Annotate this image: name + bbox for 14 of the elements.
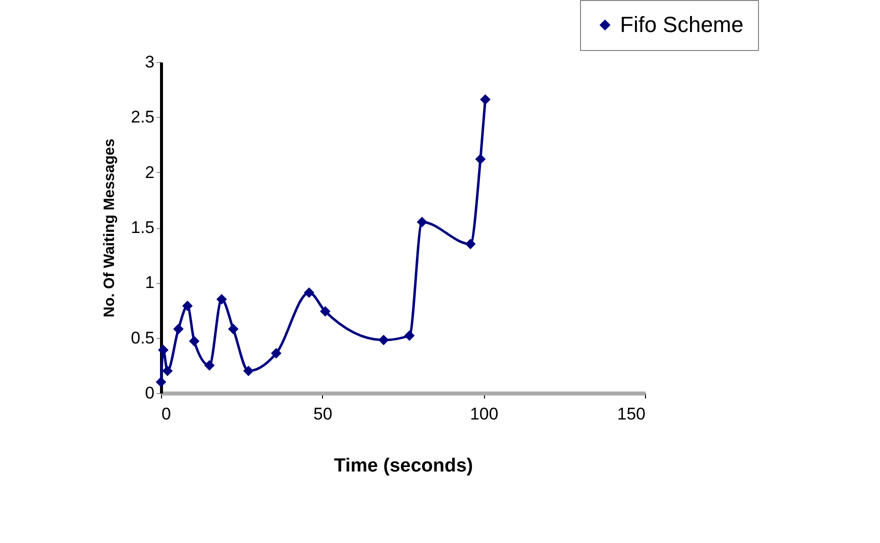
x-tick-label: 50	[313, 404, 332, 424]
y-tick-label: 1.5	[130, 218, 154, 237]
y-tick-label: 1	[145, 273, 154, 292]
legend-label: Fifo Scheme	[620, 12, 744, 37]
y-tick-label: 0	[145, 384, 154, 402]
y-tick-label: 2	[145, 162, 154, 182]
x-tick-label: 0	[162, 404, 171, 424]
y-tick-label: 2.5	[130, 108, 154, 127]
y-tick-label: 0.5	[130, 328, 154, 348]
x-axis-title: Time (seconds)	[334, 456, 474, 476]
y-axis-title: No. Of Waiting Messages	[100, 138, 118, 318]
y-tick-label: 3	[145, 52, 154, 72]
x-tick-label: 100	[470, 404, 498, 424]
x-tick-label: 150	[617, 404, 646, 424]
